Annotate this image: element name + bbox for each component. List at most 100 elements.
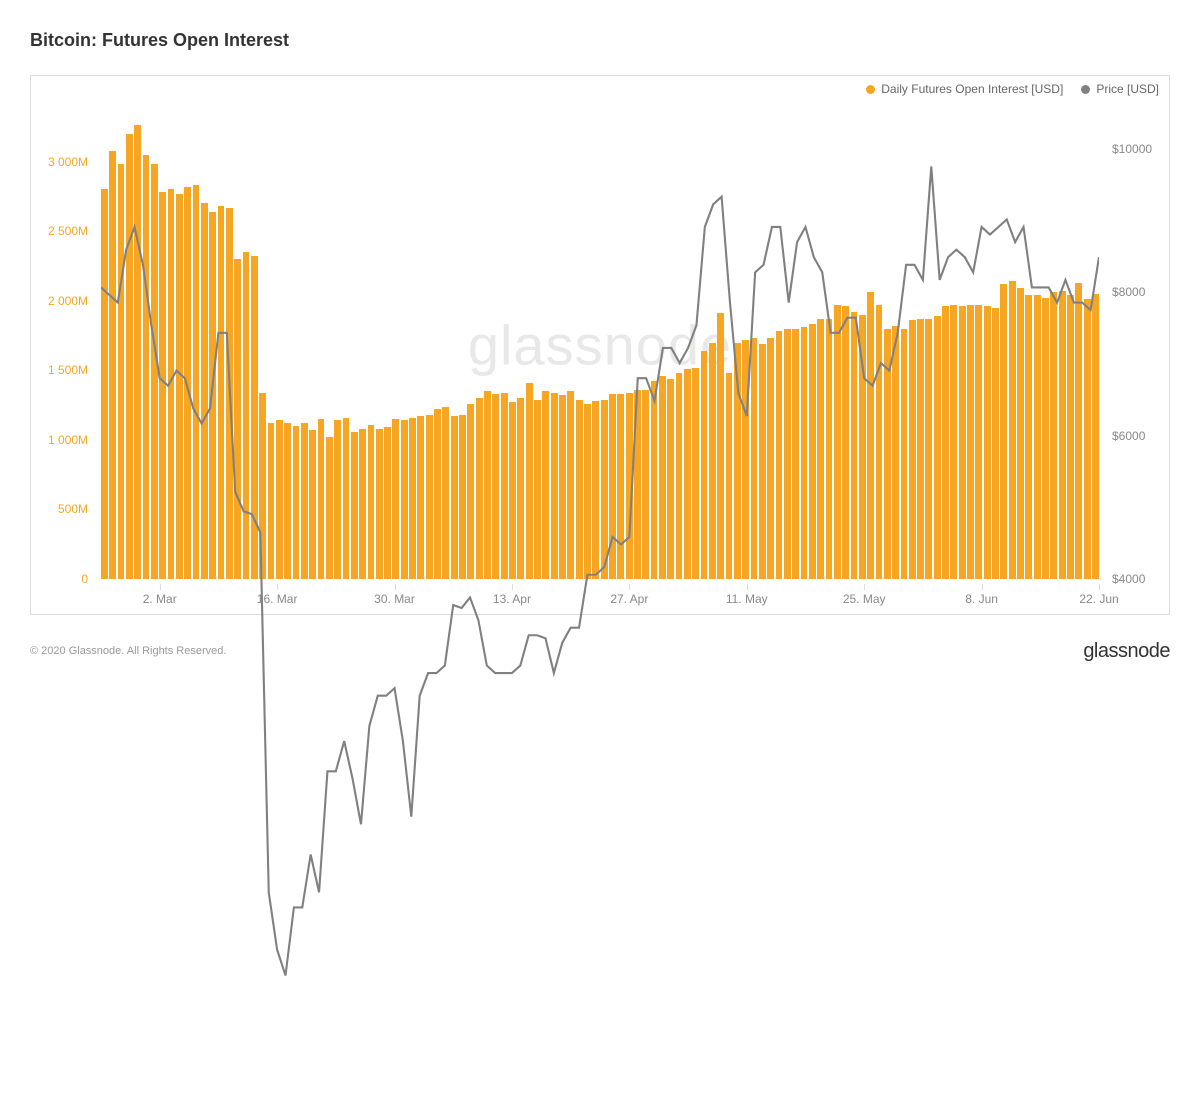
- bar: [334, 420, 341, 579]
- bar: [1017, 288, 1024, 579]
- bar: [351, 432, 358, 579]
- x-tick-label: 8. Jun: [965, 592, 998, 606]
- bars-group: [101, 106, 1099, 579]
- bar: [709, 343, 716, 580]
- x-axis: 2. Mar16. Mar30. Mar13. Apr27. Apr11. Ma…: [101, 584, 1099, 614]
- y-left-tick-label: 1 500M: [48, 363, 88, 377]
- bar: [176, 194, 183, 579]
- bar: [801, 327, 808, 579]
- bar: [634, 390, 641, 579]
- x-tick-mark: [277, 584, 278, 590]
- bar: [975, 305, 982, 579]
- bar: [268, 423, 275, 579]
- x-tick-mark: [512, 584, 513, 590]
- y-right-tick-label: $4000: [1112, 572, 1145, 586]
- bar: [526, 383, 533, 579]
- bar: [992, 308, 999, 579]
- bar: [784, 329, 791, 579]
- bar: [726, 373, 733, 579]
- bar: [451, 416, 458, 579]
- legend-item-open-interest: Daily Futures Open Interest [USD]: [866, 82, 1063, 96]
- bar: [1092, 294, 1099, 579]
- bar: [359, 429, 366, 579]
- bar: [851, 312, 858, 579]
- x-tick-label: 16. Mar: [257, 592, 298, 606]
- bar: [609, 394, 616, 579]
- y-left-tick-label: 1 000M: [48, 433, 88, 447]
- bar: [151, 164, 158, 579]
- x-tick-mark: [982, 584, 983, 590]
- bar: [834, 305, 841, 579]
- plot-area: [101, 106, 1099, 579]
- bar: [492, 394, 499, 579]
- bar: [417, 416, 424, 579]
- bar: [950, 305, 957, 579]
- bar: [642, 390, 649, 579]
- bar: [284, 423, 291, 579]
- bar: [659, 376, 666, 579]
- bar: [859, 315, 866, 579]
- bar: [376, 429, 383, 579]
- legend-item-price: Price [USD]: [1081, 82, 1159, 96]
- bar: [734, 343, 741, 580]
- bar: [884, 329, 891, 579]
- y-axis-right: $4000$6000$8000$10000: [1104, 106, 1169, 579]
- bar: [201, 203, 208, 579]
- y-axis-left: 0500M1 000M1 500M2 000M2 500M3 000M: [31, 106, 96, 579]
- x-tick-mark: [747, 584, 748, 590]
- bar: [251, 256, 258, 579]
- bar: [517, 398, 524, 579]
- bar: [409, 418, 416, 579]
- bar: [1059, 291, 1066, 579]
- legend-label-open-interest: Daily Futures Open Interest [USD]: [881, 82, 1063, 96]
- bar: [742, 340, 749, 579]
- bar: [226, 208, 233, 579]
- bar: [925, 319, 932, 579]
- bar: [984, 306, 991, 579]
- x-tick-mark: [629, 584, 630, 590]
- bar: [1009, 281, 1016, 579]
- bar: [243, 252, 250, 579]
- y-right-tick-label: $8000: [1112, 285, 1145, 299]
- bar: [676, 373, 683, 579]
- bar: [934, 316, 941, 579]
- bar: [442, 407, 449, 580]
- bar: [817, 319, 824, 579]
- bar: [1050, 292, 1057, 579]
- bar: [1000, 284, 1007, 579]
- bar: [534, 400, 541, 579]
- y-left-tick-label: 2 000M: [48, 294, 88, 308]
- legend-marker-line-icon: [1081, 85, 1090, 94]
- bar: [476, 398, 483, 579]
- bar: [234, 259, 241, 579]
- bar: [368, 425, 375, 579]
- bar: [917, 319, 924, 579]
- bar: [392, 419, 399, 579]
- bar: [909, 320, 916, 579]
- bar: [426, 415, 433, 579]
- bar: [584, 404, 591, 579]
- bar: [168, 189, 175, 579]
- bar: [467, 404, 474, 579]
- y-left-tick-label: 0: [81, 572, 88, 586]
- bar: [1025, 295, 1032, 579]
- bar: [1075, 283, 1082, 579]
- bar: [626, 393, 633, 579]
- x-tick-label: 30. Mar: [374, 592, 415, 606]
- bar: [809, 324, 816, 579]
- y-left-tick-label: 3 000M: [48, 155, 88, 169]
- bar: [792, 329, 799, 579]
- bar: [193, 185, 200, 579]
- bar: [942, 306, 949, 579]
- y-left-tick-label: 2 500M: [48, 224, 88, 238]
- bar: [126, 134, 133, 579]
- bar: [384, 427, 391, 579]
- bar: [293, 426, 300, 579]
- bar: [684, 369, 691, 579]
- bar: [559, 395, 566, 579]
- bar: [343, 418, 350, 579]
- x-tick-label: 2. Mar: [143, 592, 177, 606]
- bar: [501, 393, 508, 579]
- bar: [759, 344, 766, 579]
- bar: [767, 338, 774, 579]
